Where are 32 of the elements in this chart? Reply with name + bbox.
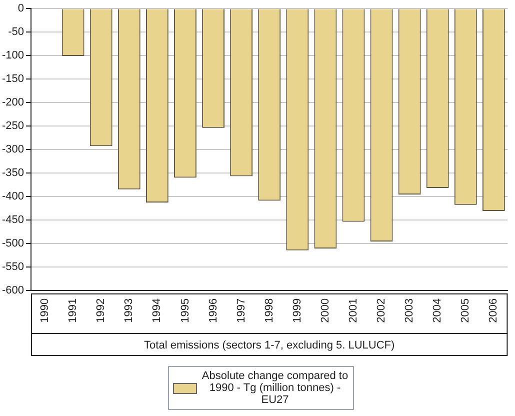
- x-axis-title: Total emissions (sectors 1-7, excluding 5. LULUCF): [144, 339, 395, 352]
- x-tick-label: 1992: [95, 298, 108, 323]
- y-tick-label: 0: [18, 2, 24, 15]
- x-tick-label: 2000: [319, 298, 332, 323]
- y-tick-label: -600: [2, 284, 24, 296]
- x-tick-label: 1991: [67, 298, 80, 323]
- x-tick-label: 1990: [39, 298, 52, 323]
- legend-label: Absolute change compared to 1990 - Tg (million tonnes) - EU27: [201, 370, 349, 406]
- x-tick-label: 1994: [151, 298, 164, 323]
- y-tick-label: -400: [2, 190, 24, 202]
- y-tick-label: -150: [2, 73, 24, 86]
- y-tick-label: -450: [2, 214, 24, 226]
- y-tick-label: -200: [2, 96, 24, 109]
- y-tick-label: -500: [2, 237, 24, 250]
- x-tick-label: 2004: [432, 298, 444, 323]
- x-tick-label: 2001: [348, 298, 360, 323]
- y-tick-label: -550: [2, 260, 24, 273]
- y-tick-label: -350: [2, 166, 24, 179]
- y-tick-label: -250: [2, 120, 24, 132]
- x-tick-label: 1996: [207, 298, 220, 323]
- x-tick-label: 1999: [291, 298, 304, 323]
- x-tick-label: 2003: [404, 298, 416, 323]
- x-tick-label: 2005: [460, 298, 472, 323]
- x-tick-label: 1993: [123, 298, 136, 323]
- x-tick-label: 2002: [376, 298, 388, 323]
- y-tick-label: -300: [2, 143, 24, 156]
- y-tick-label: -50: [8, 26, 24, 38]
- x-tick-label: 1998: [263, 298, 276, 323]
- x-tick-label: 2006: [488, 298, 500, 323]
- x-tick-label: 1997: [235, 298, 248, 323]
- y-tick-label: -100: [2, 50, 24, 62]
- x-tick-label: 1995: [179, 298, 192, 323]
